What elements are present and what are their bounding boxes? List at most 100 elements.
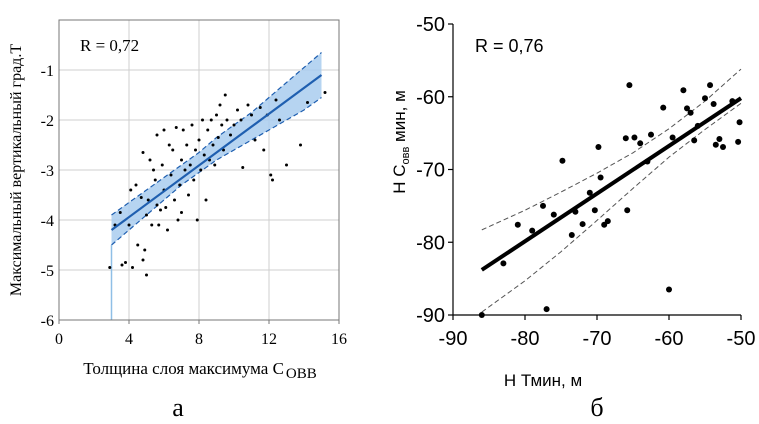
x-tick-label: -70: [583, 328, 612, 350]
data-point: [229, 133, 232, 137]
data-point: [157, 223, 161, 227]
regression-line: [110, 74, 323, 231]
data-point: [702, 95, 708, 102]
data-point: [591, 207, 598, 214]
y-tick-label: -2: [41, 113, 54, 130]
y-tick-label: -6: [41, 313, 54, 330]
y-tick-label: -70: [416, 160, 445, 182]
data-point: [648, 131, 654, 138]
data-point: [183, 168, 187, 172]
data-point: [134, 183, 138, 187]
data-point: [622, 135, 629, 142]
data-point: [218, 103, 222, 107]
data-point: [543, 306, 550, 313]
chart-a-y-axis-label: Максимальный вертикальный град.Т: [8, 44, 25, 296]
data-point: [660, 104, 667, 111]
data-point: [176, 218, 180, 222]
data-point: [145, 213, 148, 217]
chart-b-panel-label: б: [590, 393, 603, 422]
data-point: [250, 113, 253, 117]
data-point: [120, 263, 124, 267]
confidence-band-upper: [481, 68, 742, 231]
chart-a: 0 4 8 12 16 -6 -5 -4 -3 -2 -1 R = 0,72 Толщина сл…: [8, 19, 347, 422]
data-point: [185, 143, 189, 147]
data-point: [141, 258, 145, 262]
data-point: [195, 218, 199, 222]
x-tick-label: 0: [55, 331, 63, 348]
data-point: [669, 134, 676, 141]
data-point: [529, 227, 536, 234]
data-point: [152, 168, 155, 172]
data-point: [579, 221, 586, 228]
data-point: [274, 98, 278, 102]
y-tick-label: -80: [416, 232, 445, 254]
chart-a-annotation: R = 0,72: [80, 36, 139, 55]
data-point: [684, 105, 690, 112]
chart-a-confidence-band: [111, 52, 322, 246]
data-point: [735, 138, 742, 145]
data-point: [155, 133, 159, 137]
data-point: [153, 178, 157, 182]
data-point: [597, 174, 604, 181]
data-point: [136, 243, 140, 247]
data-point: [213, 163, 217, 167]
x-tick-label: 8: [195, 331, 203, 348]
data-point: [559, 157, 566, 164]
data-point: [141, 151, 145, 154]
data-point: [239, 118, 243, 122]
data-point: [201, 118, 204, 122]
chart-b-annotation: R = 0,76: [475, 36, 544, 56]
data-point: [108, 266, 112, 269]
data-point: [691, 137, 698, 144]
chart-a-x-ticks: 0 4 8 12 16: [55, 320, 347, 348]
data-point: [187, 193, 190, 197]
chart-b-y-axis-label: Н Совв мин, м: [390, 90, 412, 194]
data-point: [225, 118, 229, 122]
data-point: [707, 82, 714, 89]
x-tick-label: 12: [261, 331, 277, 348]
data-point: [162, 128, 166, 132]
data-point: [258, 106, 262, 109]
data-point: [150, 223, 154, 227]
confidence-band-lower: [481, 102, 742, 313]
data-point: [188, 163, 192, 167]
data-point: [194, 148, 197, 152]
data-point: [262, 148, 266, 152]
data-point: [124, 261, 127, 264]
data-point: [173, 198, 176, 202]
data-point: [540, 202, 546, 209]
data-point: [595, 143, 602, 150]
data-point: [269, 173, 273, 177]
data-point: [278, 118, 281, 122]
y-tick-label: -1: [41, 63, 54, 80]
data-point: [143, 248, 147, 252]
data-point: [323, 91, 327, 94]
data-point: [204, 198, 208, 202]
chart-a-points: [108, 91, 327, 277]
data-point: [155, 203, 159, 207]
data-point: [736, 119, 743, 126]
data-point: [271, 178, 274, 182]
chart-a-y-ticks: -6 -5 -4 -3 -2 -1: [41, 63, 54, 330]
y-tick-label: -3: [41, 163, 54, 180]
data-point: [197, 138, 201, 142]
x-tick-label: -90: [439, 328, 468, 350]
data-point: [118, 211, 122, 214]
data-point: [236, 108, 239, 112]
data-point: [131, 266, 134, 269]
data-point: [180, 158, 183, 162]
data-point: [716, 135, 723, 142]
data-point: [206, 128, 210, 132]
data-point: [246, 103, 250, 107]
data-point: [148, 158, 152, 162]
chart-a-regression: [110, 74, 323, 231]
chart-b-points: [478, 82, 743, 318]
x-tick-label: -50: [727, 328, 756, 350]
data-point: [631, 134, 638, 141]
data-point: [171, 148, 175, 152]
data-point: [209, 118, 213, 122]
data-point: [637, 140, 644, 147]
data-point: [306, 101, 309, 104]
data-point: [220, 123, 224, 127]
